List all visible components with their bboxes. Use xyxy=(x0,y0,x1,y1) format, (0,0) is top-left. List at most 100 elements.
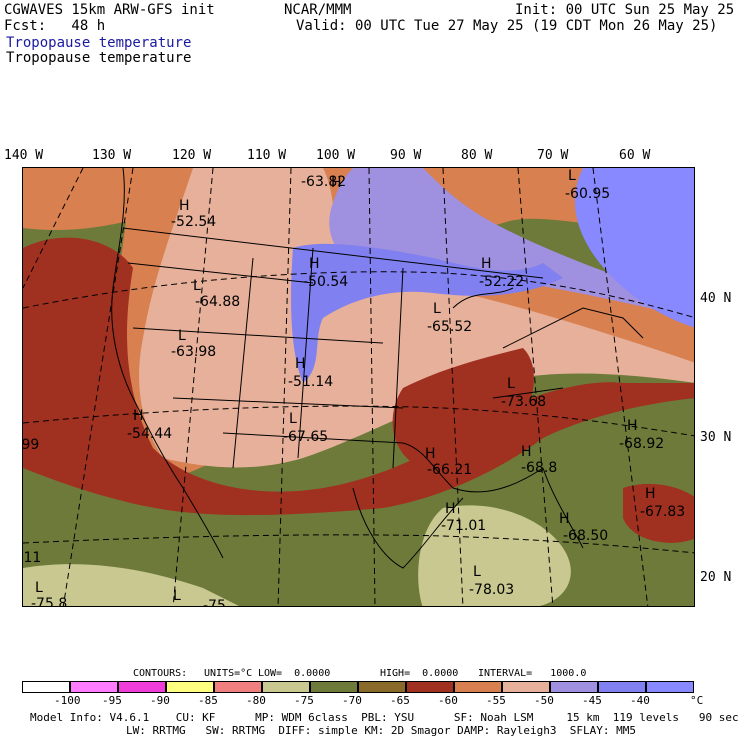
extrema-value: -68.92 xyxy=(619,436,664,452)
extrema-value: -60.95 xyxy=(565,186,610,202)
org-label: NCAR/MMM xyxy=(284,2,352,18)
extrema-label: L xyxy=(433,301,441,317)
colorbar-tick-label: -70 xyxy=(342,694,362,707)
contours-units: UNITS=°C xyxy=(204,668,253,679)
extrema-label: H xyxy=(309,256,320,272)
colorbar-tick-label: -40 xyxy=(630,694,650,707)
colorbar-swatch xyxy=(598,681,646,693)
extrema-label: L xyxy=(193,278,201,294)
model-title: CGWAVES 15km ARW-GFS init xyxy=(4,2,215,18)
colorbar-swatch xyxy=(214,681,262,693)
extrema-value: -52.22 xyxy=(479,274,524,290)
extrema-label: L xyxy=(568,168,576,184)
extrema-value: -71.01 xyxy=(441,518,486,534)
extrema-value: -64.88 xyxy=(195,294,240,310)
lon-label: 120 W xyxy=(172,148,212,163)
colorbar-tick-label: -95 xyxy=(102,694,122,707)
colorbar-tick-label: -100 xyxy=(54,694,81,707)
extrema-label: H xyxy=(295,356,306,372)
edge-label: .99 xyxy=(23,437,39,453)
lon-label: 110 W xyxy=(247,148,287,163)
field-band xyxy=(392,348,534,472)
extrema-label: H xyxy=(133,408,144,424)
contours-low: LOW= 0.0000 xyxy=(258,668,331,679)
field-band xyxy=(329,168,694,318)
colorbar-swatch xyxy=(406,681,454,693)
lat-label: 40 N xyxy=(700,291,732,306)
contours-high: HIGH= 0.0000 xyxy=(380,668,459,679)
extrema-label: L xyxy=(473,564,481,580)
edge-label: .11 xyxy=(23,550,41,566)
extrema-label: H xyxy=(521,444,532,460)
field-band xyxy=(139,168,694,468)
map-panel: H -63.82 L -60.95 H -52.54 H -50.54 H -5… xyxy=(22,167,695,607)
colorbar-swatch xyxy=(22,681,70,693)
physics-info: LW: RRTMG SW: RRTMG DIFF: simple KM: 2D … xyxy=(126,724,636,737)
colorbar-swatch xyxy=(118,681,166,693)
extrema-value: -67.83 xyxy=(640,504,685,520)
contours-label: CONTOURS: xyxy=(133,668,188,679)
extrema-value: -50.54 xyxy=(303,274,348,290)
colorbar-tick-label: -50 xyxy=(534,694,554,707)
valid-time: Valid: 00 UTC Tue 27 May 25 (19 CDT Mon … xyxy=(296,18,718,34)
field-title-blue: Tropopause temperature xyxy=(6,35,192,51)
colorbar-unit: °C xyxy=(690,694,704,707)
lon-label: 90 W xyxy=(390,148,422,163)
colorbar-tick-label: -45 xyxy=(582,694,602,707)
extrema-value: -63.82 xyxy=(301,174,346,190)
colorbar-tick-label: -55 xyxy=(486,694,506,707)
extrema-value: -65.52 xyxy=(427,319,472,335)
map-canvas: H -63.82 L -60.95 H -52.54 H -50.54 H -5… xyxy=(23,168,694,607)
colorbar-swatch xyxy=(454,681,502,693)
extrema-label: H xyxy=(425,446,436,462)
lon-label: 80 W xyxy=(461,148,493,163)
forecast-hour: Fcst: 48 h xyxy=(4,18,106,34)
field-band xyxy=(418,505,571,606)
colorbar-tick-label: -90 xyxy=(150,694,170,707)
extrema-value: -67.65 xyxy=(283,429,328,445)
colorbar-swatch xyxy=(310,681,358,693)
extrema-value: -51.14 xyxy=(288,374,333,390)
extrema-value: -54.44 xyxy=(127,426,172,442)
extrema-label: H xyxy=(331,175,342,191)
lat-label: 20 N xyxy=(700,570,732,585)
field-band xyxy=(23,237,694,516)
extrema-label: L xyxy=(289,411,297,427)
colorbar-swatch xyxy=(70,681,118,693)
extrema-value: -68.8 xyxy=(521,460,557,476)
extrema-label: H xyxy=(481,256,492,272)
extrema-label: H xyxy=(179,198,190,214)
graticule xyxy=(23,168,694,606)
edge-label: -75 xyxy=(203,598,226,607)
extrema-value: -66.21 xyxy=(427,462,472,478)
colorbar-swatch xyxy=(646,681,694,693)
extrema-value: -78.03 xyxy=(469,582,514,598)
colorbar-swatch xyxy=(262,681,310,693)
coastlines xyxy=(111,168,644,569)
extrema-value: -63.98 xyxy=(171,344,216,360)
lat-label: 30 N xyxy=(700,430,732,445)
colorbar-tick-label: -80 xyxy=(246,694,266,707)
init-time: Init: 00 UTC Sun 25 May 25 xyxy=(515,2,735,18)
colorbar-tick-label: -75 xyxy=(294,694,314,707)
edge-label: L xyxy=(35,580,43,596)
extrema-value: -73.68 xyxy=(501,394,546,410)
extrema-label: L xyxy=(507,376,515,392)
colorbar-swatch xyxy=(166,681,214,693)
extrema-value: -52.54 xyxy=(171,214,216,230)
extrema-label: H xyxy=(627,418,638,434)
colorbar-tick-label: -65 xyxy=(390,694,410,707)
lon-label: 100 W xyxy=(316,148,356,163)
colorbar-swatch xyxy=(550,681,598,693)
extrema-label: H xyxy=(445,501,456,517)
field-band xyxy=(575,168,694,328)
lon-label: 140 W xyxy=(4,148,44,163)
extrema-label: H xyxy=(645,486,656,502)
lon-label: 130 W xyxy=(92,148,132,163)
contours-interval: INTERVAL= 1000.0 xyxy=(478,668,587,679)
colorbar-tick-label: -60 xyxy=(438,694,458,707)
field-band xyxy=(623,483,694,543)
field-title: Tropopause temperature xyxy=(6,50,192,66)
edge-label: -75.8 xyxy=(31,596,67,607)
extrema-value: -68.50 xyxy=(563,528,608,544)
